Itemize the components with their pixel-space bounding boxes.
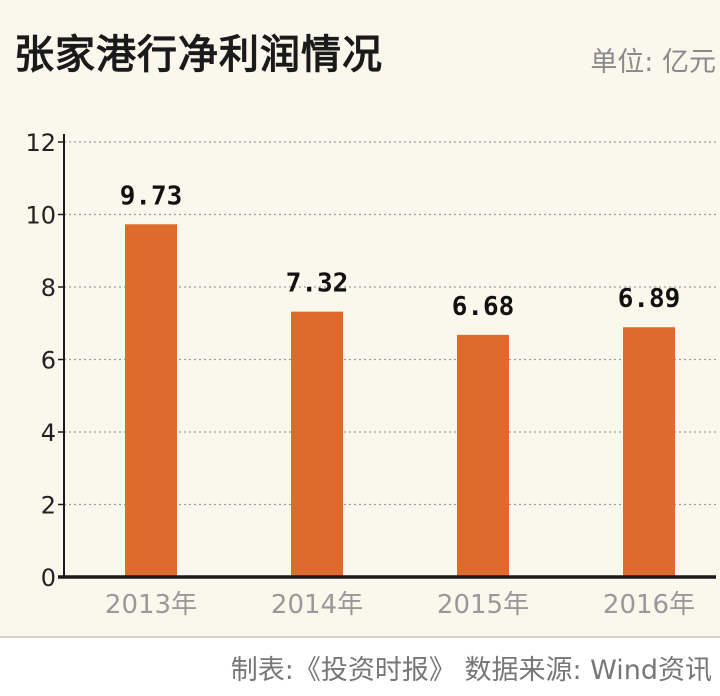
bar [623, 327, 675, 577]
source-footer: 制表:《投资时报》 数据来源: Wind资讯 [230, 655, 712, 686]
bar [291, 311, 343, 577]
footer-band [0, 636, 720, 696]
x-tick-label: 2014年 [271, 590, 363, 620]
y-tick-label: 4 [41, 419, 56, 447]
data-label: 6.68 [452, 292, 515, 322]
chart-title: 张家港行净利润情况 [14, 32, 383, 78]
y-tick-label: 12 [25, 129, 56, 157]
data-label: 9.73 [120, 181, 183, 211]
bar [457, 334, 509, 577]
y-tick-label: 2 [41, 492, 56, 520]
chart-area: 张家港行净利润情况 单位: 亿元 0 2 4 6 8 10 12 9.73 2013年 7.32 2… [14, 32, 716, 620]
y-tick-label: 8 [41, 274, 56, 302]
bar-chart: 0 2 4 6 8 10 12 9.73 2013年 7.32 2014年 6.68 2015年 6.89… [25, 129, 716, 620]
bar [125, 224, 177, 577]
x-tick-label: 2015年 [437, 590, 529, 620]
x-tick-label: 2016年 [603, 590, 695, 620]
footer-divider [0, 636, 720, 638]
data-label: 6.89 [618, 284, 681, 314]
y-tick-label: 6 [41, 347, 56, 375]
x-tick-label: 2013年 [105, 590, 197, 620]
data-label: 7.32 [286, 269, 349, 299]
y-tick-label: 0 [41, 564, 56, 592]
unit-label: 单位: 亿元 [590, 47, 716, 78]
y-tick-label: 10 [25, 202, 56, 230]
